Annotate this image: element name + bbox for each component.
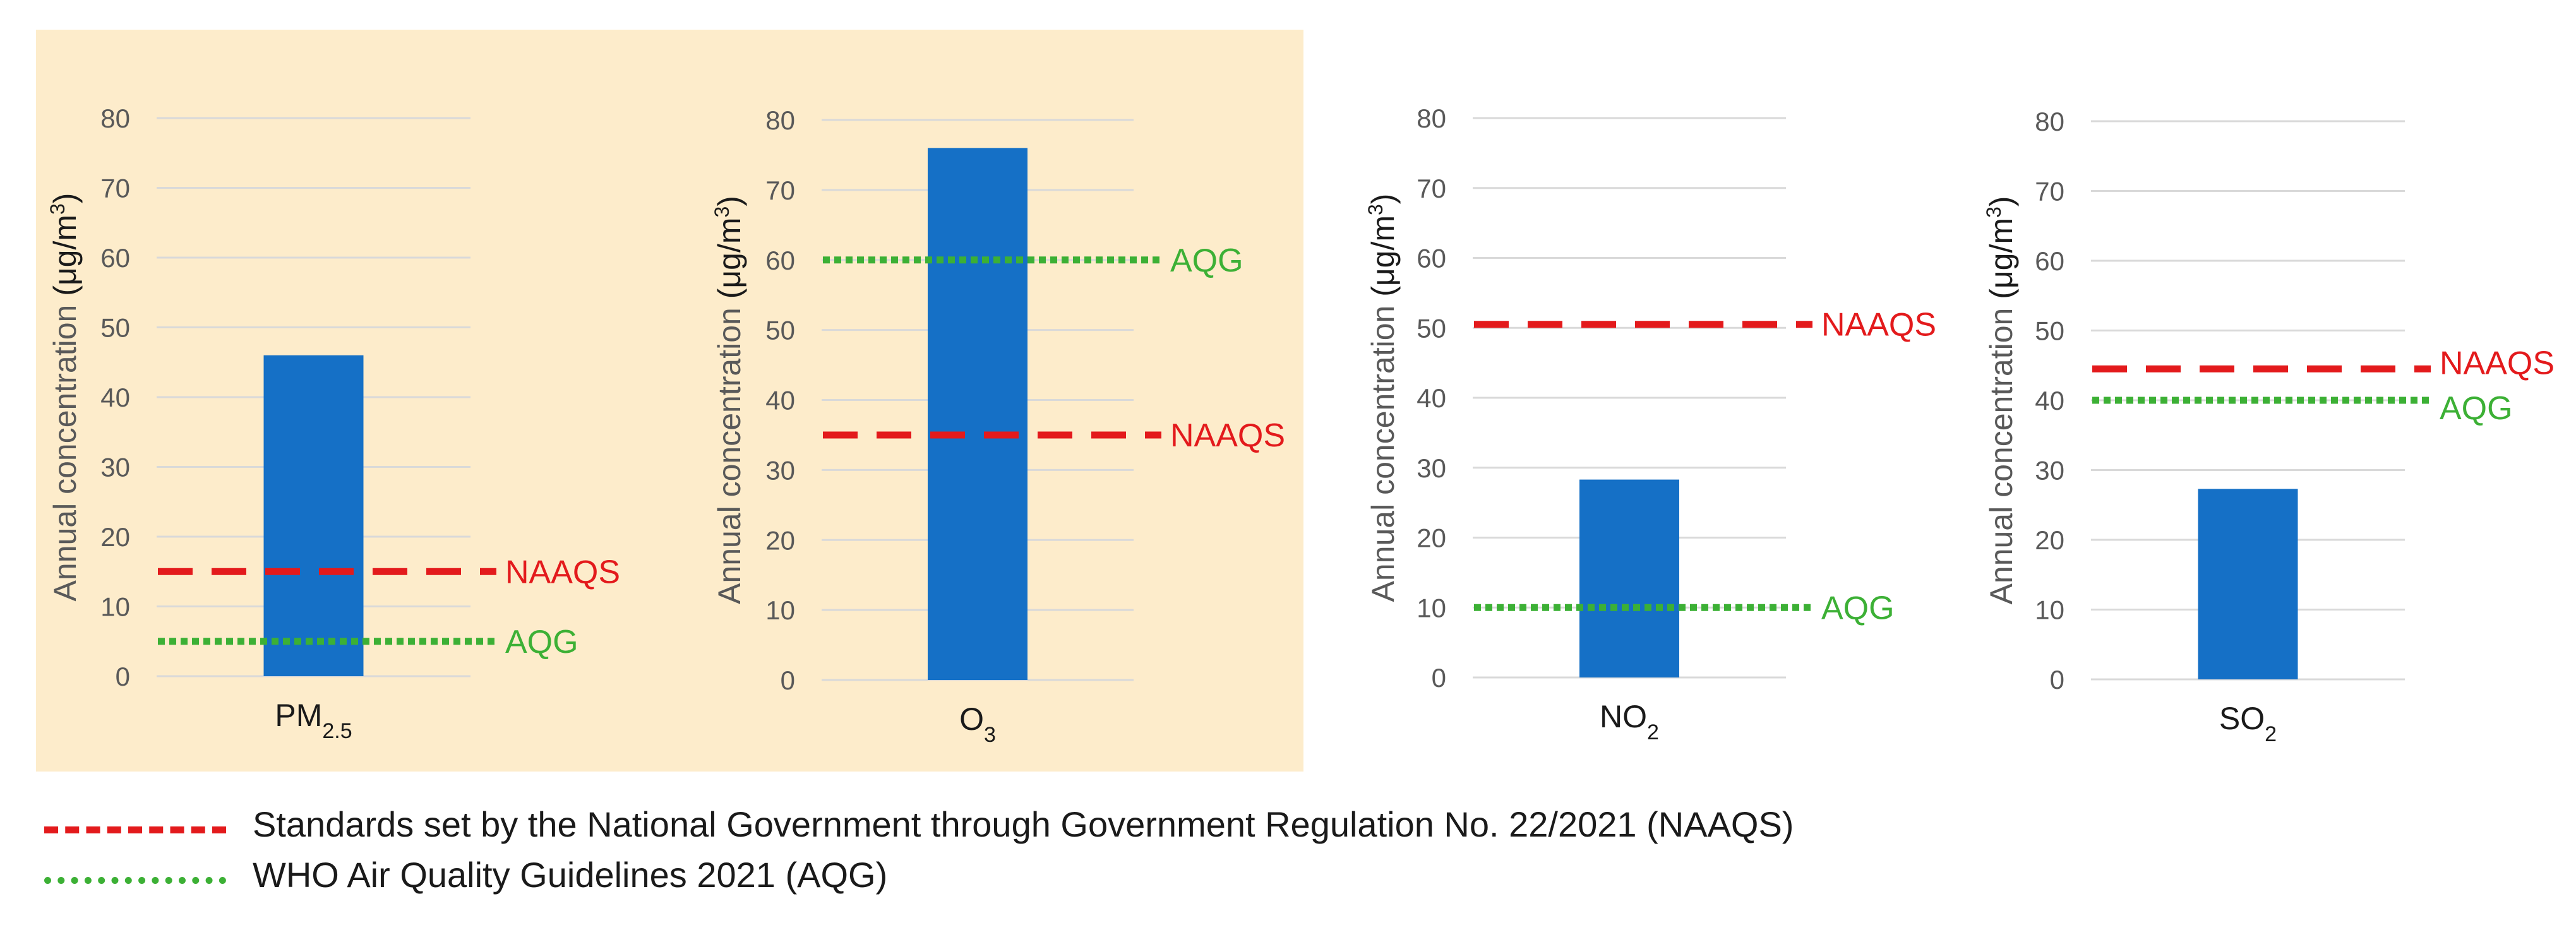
y-tick-70: 70 bbox=[765, 176, 795, 205]
y-axis-label-unit: (μg/m bbox=[47, 215, 83, 296]
y-tick-20: 20 bbox=[765, 525, 795, 555]
naaqs-label-pm25: NAAQS bbox=[505, 554, 620, 590]
y-tick-10: 10 bbox=[2035, 595, 2064, 625]
y-axis-label-o3: Annual concentration (μg/m3) bbox=[710, 196, 747, 604]
legend-item-aqg: WHO Air Quality Guidelines 2021 (AQG) bbox=[38, 855, 1996, 912]
y-tick-30: 30 bbox=[765, 455, 795, 485]
y-axis-label-unit: (μg/m bbox=[1984, 218, 2019, 299]
y-tick-10: 10 bbox=[1417, 593, 1446, 623]
legend: Standards set by the National Government… bbox=[38, 799, 1996, 912]
y-axis-label-unit-close: ) bbox=[1984, 196, 2019, 207]
naaqs-label-o3: NAAQS bbox=[1170, 417, 1285, 454]
y-tick-20: 20 bbox=[2035, 525, 2064, 555]
y-tick-40: 40 bbox=[1417, 383, 1446, 413]
bar-pm25 bbox=[263, 355, 364, 676]
y-tick-10: 10 bbox=[100, 592, 130, 622]
category-label-base: NO bbox=[1600, 699, 1647, 734]
y-axis-label-unit-close: ) bbox=[47, 193, 83, 204]
y-tick-60: 60 bbox=[1417, 244, 1446, 273]
y-axis-label-unit: (μg/m bbox=[712, 217, 747, 299]
naaqs-label-so2: NAAQS bbox=[2440, 345, 2555, 381]
y-tick-40: 40 bbox=[2035, 386, 2064, 415]
y-axis-label-unit-sup: 3 bbox=[710, 206, 733, 218]
y-tick-80: 80 bbox=[1417, 104, 1446, 133]
legend-naaqs-text: Standards set by the National Government… bbox=[253, 804, 1794, 844]
legend-aqg-line bbox=[44, 877, 226, 884]
y-axis-label-text: Annual concentration bbox=[47, 296, 83, 602]
y-tick-40: 40 bbox=[765, 386, 795, 415]
y-tick-10: 10 bbox=[765, 595, 795, 625]
y-axis-label-pm25: Annual concentration (μg/m3) bbox=[46, 193, 83, 602]
y-tick-0: 0 bbox=[116, 662, 130, 691]
y-axis-label-unit-close: ) bbox=[1365, 194, 1401, 205]
y-tick-0: 0 bbox=[781, 665, 795, 695]
category-label-base: SO bbox=[2219, 701, 2265, 736]
aqg-label-o3: AQG bbox=[1170, 242, 1243, 279]
category-label-base: PM bbox=[275, 698, 322, 733]
category-label-base: O bbox=[959, 701, 984, 737]
y-tick-80: 80 bbox=[2035, 107, 2064, 136]
y-axis-label-no2: Annual concentration (μg/m3) bbox=[1364, 194, 1401, 602]
y-tick-0: 0 bbox=[1432, 663, 1446, 693]
category-label-pm25: PM2.5 bbox=[275, 698, 352, 743]
naaqs-label-no2: NAAQS bbox=[1821, 307, 1936, 343]
category-label-sub: 2 bbox=[1647, 720, 1659, 744]
y-tick-70: 70 bbox=[1417, 174, 1446, 203]
aqg-label-no2: AQG bbox=[1821, 590, 1895, 626]
y-tick-20: 20 bbox=[100, 522, 130, 552]
legend-naaqs-line bbox=[44, 826, 226, 833]
chart-o3: 0 10 20 30 40 50 60 70 80 NAAQS AQG Annual concentr… bbox=[710, 105, 1285, 747]
y-tick-0: 0 bbox=[2050, 665, 2064, 695]
bar-so2 bbox=[2198, 489, 2298, 679]
category-label-sub: 2.5 bbox=[322, 719, 352, 743]
bar-o3 bbox=[928, 148, 1027, 681]
y-axis-label-unit-sup: 3 bbox=[1982, 206, 2005, 218]
y-tick-30: 30 bbox=[2035, 456, 2064, 486]
legend-item-naaqs: Standards set by the National Government… bbox=[38, 799, 1996, 855]
y-axis-label-unit-sup: 3 bbox=[46, 203, 69, 215]
y-tick-30: 30 bbox=[1417, 453, 1446, 483]
chart-no2: 0 10 20 30 40 50 60 70 80 NAAQS AQG Annual concentr… bbox=[1364, 104, 1936, 744]
y-tick-50: 50 bbox=[2035, 316, 2064, 346]
y-tick-70: 70 bbox=[100, 174, 130, 203]
y-axis-label-text: Annual concentration bbox=[1365, 297, 1401, 602]
aqg-label-pm25: AQG bbox=[505, 624, 578, 660]
bar-no2 bbox=[1579, 479, 1679, 677]
chart-pm25: 0 10 20 30 40 50 60 70 80 NAAQS AQG Annual concentr… bbox=[46, 104, 620, 743]
y-axis-label-text: Annual concentration bbox=[712, 299, 747, 604]
y-tick-50: 50 bbox=[765, 316, 795, 345]
chart-so2: 0 10 20 30 40 50 60 70 80 NAAQS AQG Annual concentr… bbox=[1982, 107, 2555, 746]
y-tick-30: 30 bbox=[100, 453, 130, 482]
y-tick-40: 40 bbox=[100, 383, 130, 412]
y-tick-80: 80 bbox=[100, 104, 130, 133]
y-tick-60: 60 bbox=[765, 246, 795, 275]
category-label-so2: SO2 bbox=[2219, 701, 2277, 746]
y-axis-label-unit-close: ) bbox=[712, 196, 747, 206]
y-tick-50: 50 bbox=[100, 313, 130, 343]
y-tick-60: 60 bbox=[100, 243, 130, 273]
y-tick-70: 70 bbox=[2035, 177, 2064, 206]
y-tick-20: 20 bbox=[1417, 523, 1446, 553]
y-axis-label-unit: (μg/m bbox=[1365, 215, 1401, 297]
y-axis-label-unit-sup: 3 bbox=[1364, 204, 1387, 215]
y-tick-60: 60 bbox=[2035, 246, 2064, 276]
y-axis-label-so2: Annual concentration (μg/m3) bbox=[1982, 196, 2019, 605]
y-axis-label-text: Annual concentration bbox=[1984, 299, 2019, 605]
aqg-label-so2: AQG bbox=[2440, 390, 2513, 427]
category-label-no2: NO2 bbox=[1600, 699, 1659, 744]
legend-aqg-text: WHO Air Quality Guidelines 2021 (AQG) bbox=[253, 855, 888, 895]
y-tick-80: 80 bbox=[765, 105, 795, 135]
category-label-sub: 2 bbox=[2265, 722, 2277, 746]
y-tick-50: 50 bbox=[1417, 313, 1446, 343]
category-label-o3: O3 bbox=[959, 701, 996, 747]
category-label-sub: 3 bbox=[984, 723, 996, 747]
